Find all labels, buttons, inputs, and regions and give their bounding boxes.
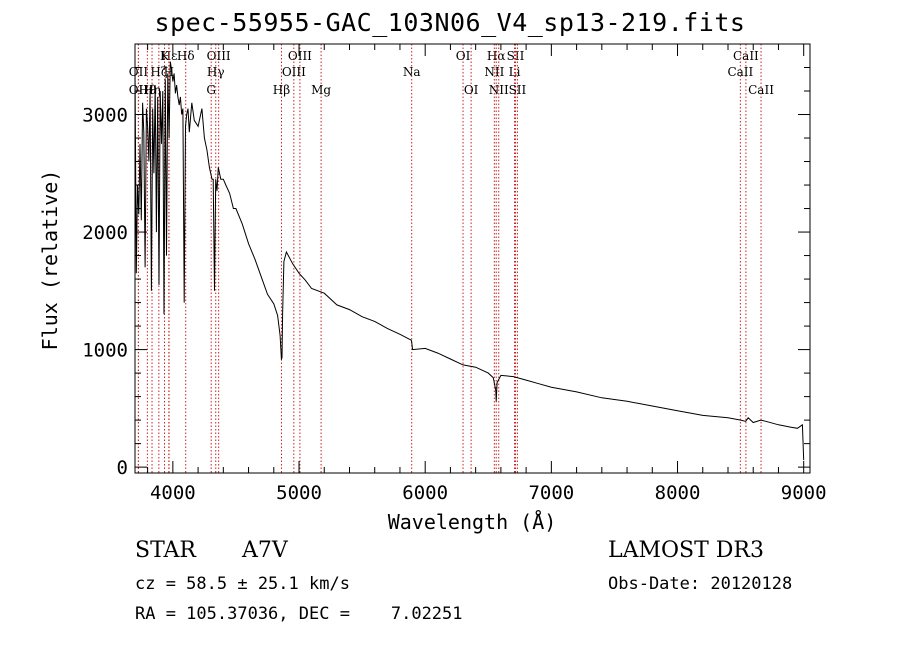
chart-title: spec-55955-GAC_103N06_V4_sp13-219.fits (154, 8, 746, 37)
coordinates: RA = 105.37036, DEC = 7.02251 (135, 604, 463, 624)
line-label-OI: OI (464, 83, 479, 97)
x-tick-label: 7000 (528, 482, 574, 504)
line-label-SII: SII (509, 83, 527, 97)
line-label-K: K (160, 49, 170, 63)
plot-frame (134, 43, 811, 474)
line-label-Hγ: Hγ (207, 65, 225, 79)
line-label-Hζ: Hζ (150, 65, 167, 79)
line-label-Hδ: Hδ (177, 49, 195, 63)
line-label-Hθ: Hθ (139, 83, 157, 97)
line-label-Li: Li (509, 65, 521, 79)
spectral-subclass: A7V (242, 538, 288, 563)
y-tick-label: 0 (117, 457, 128, 479)
line-label-SII: SII (507, 49, 525, 63)
x-axis-label: Wavelength (Å) (387, 510, 557, 534)
redshift-velocity: cz = 58.5 ± 25.1 km/s (135, 574, 350, 594)
line-label-CaII: CaII (727, 65, 753, 79)
line-label-Mg: Mg (311, 83, 331, 97)
line-label-OII: OII (129, 83, 149, 97)
x-tick-label: 6000 (402, 482, 448, 504)
object-class: STAR (135, 538, 196, 563)
survey-name: LAMOST DR3 (608, 538, 764, 563)
y-tick-label: 3000 (82, 105, 128, 127)
line-label-G: G (206, 83, 216, 97)
spectrum-line (134, 61, 805, 461)
line-label-OIII: OIII (282, 65, 306, 79)
x-tick-label: 9000 (781, 482, 827, 504)
y-tick-label: 2000 (82, 222, 128, 244)
observation-date: Obs-Date: 20120128 (608, 574, 793, 594)
line-label-NII: NII (484, 65, 504, 79)
line-label-Na: Na (403, 65, 421, 79)
line-label-Hβ: Hβ (273, 83, 290, 97)
line-label-OIII: OIII (288, 49, 312, 63)
x-tick-label: 5000 (276, 482, 322, 504)
line-label-CaII: CaII (748, 83, 774, 97)
line-label-CaII: CaII (733, 49, 759, 63)
line-label-H: H (164, 65, 174, 79)
line-label-Hα: Hα (487, 49, 506, 63)
y-tick-label: 1000 (82, 340, 128, 362)
line-label-NII: NII (489, 83, 509, 97)
y-axis-label: Flux (relative) (38, 169, 62, 351)
x-tick-label: 4000 (150, 482, 196, 504)
line-label-OI: OI (456, 49, 471, 63)
x-tick-label: 8000 (655, 482, 701, 504)
line-label-OIII: OIII (207, 49, 231, 63)
